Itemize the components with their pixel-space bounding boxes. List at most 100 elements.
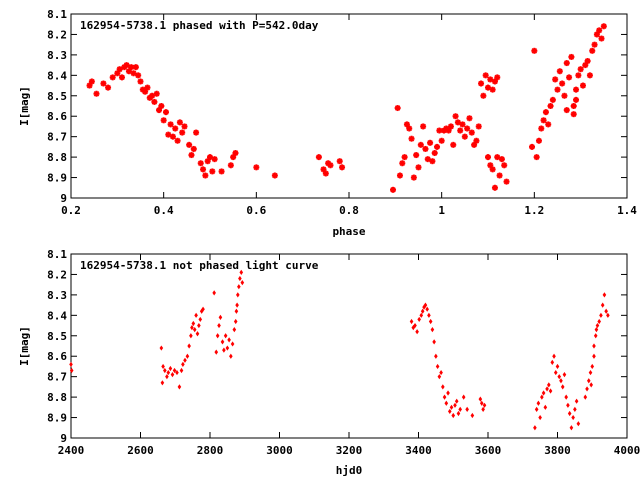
data-point — [434, 353, 438, 359]
data-point — [556, 68, 563, 75]
data-point — [538, 125, 545, 132]
data-point — [195, 331, 200, 337]
data-point — [420, 123, 427, 130]
data-point — [466, 115, 473, 122]
panel-unphased: 162954-5738.1 not phased light curve 8.1… — [18, 248, 640, 477]
data-point — [194, 312, 198, 318]
data-point — [577, 66, 584, 73]
data-point — [235, 302, 239, 308]
y-axis: 8.1 8.2 8.3 8.4 8.5 8.6 8.7 8.8 8.9 9 — [47, 8, 627, 205]
data-point — [88, 78, 95, 85]
data-point — [498, 156, 505, 163]
x-axis: 0.2 0.4 0.6 0.8 1 1.2 1.4 — [61, 14, 637, 217]
data-point — [202, 172, 209, 179]
data-point — [403, 121, 410, 128]
data-point — [574, 398, 579, 404]
data-point — [429, 158, 436, 165]
data-point — [470, 412, 475, 419]
data-point — [480, 92, 487, 99]
data-point — [597, 318, 601, 325]
data-point — [461, 394, 466, 400]
data-point — [315, 154, 322, 161]
data-point — [553, 369, 558, 376]
data-point — [253, 164, 260, 171]
data-point — [209, 168, 216, 175]
data-point — [549, 96, 556, 103]
data-point — [211, 156, 218, 163]
data-points — [69, 269, 610, 431]
data-point — [494, 154, 501, 161]
data-point — [567, 410, 572, 417]
data-point — [583, 394, 588, 400]
data-point — [185, 353, 190, 359]
data-point — [114, 70, 121, 77]
y-tick-label: 8.3 — [47, 49, 67, 62]
data-point — [566, 402, 570, 408]
y-tick-label: 8.4 — [47, 69, 67, 82]
data-point — [562, 372, 567, 378]
data-point — [584, 58, 591, 65]
data-point — [468, 129, 475, 136]
data-point — [557, 374, 562, 380]
data-point — [561, 92, 568, 99]
y-tick-label: 8.9 — [47, 172, 67, 185]
data-point — [441, 384, 445, 390]
data-point — [240, 280, 245, 286]
data-point — [592, 353, 596, 359]
data-point — [198, 316, 203, 323]
y-tick-label: 8.6 — [47, 350, 67, 363]
data-point — [445, 127, 452, 134]
data-point — [413, 322, 417, 329]
data-point — [188, 152, 195, 159]
data-point — [197, 322, 201, 329]
data-point — [591, 41, 598, 48]
data-point — [473, 137, 480, 144]
data-point — [135, 72, 142, 79]
data-point — [229, 353, 233, 359]
data-point — [415, 329, 419, 335]
data-point — [545, 386, 549, 392]
data-point — [69, 361, 73, 367]
data-point — [552, 76, 559, 83]
data-point — [419, 312, 424, 318]
data-point — [459, 121, 466, 128]
data-point — [417, 141, 424, 148]
data-point — [153, 90, 160, 97]
panel-phased: 162954-5738.1 phased with P=542.0day 8.1… — [18, 8, 637, 238]
data-point — [545, 121, 552, 128]
data-point — [220, 339, 225, 345]
data-point — [536, 400, 541, 406]
data-point — [234, 308, 239, 314]
y-tick-label: 9 — [60, 192, 67, 205]
data-point — [179, 367, 184, 374]
data-point — [411, 325, 416, 331]
data-point — [543, 404, 548, 410]
x-tick-label: 2400 — [58, 444, 85, 457]
data-point — [116, 66, 123, 73]
data-point — [485, 84, 491, 91]
data-point — [172, 367, 177, 374]
y-tick-label: 8.5 — [47, 90, 67, 103]
data-point — [457, 127, 464, 134]
data-point — [485, 154, 491, 161]
data-point — [168, 365, 173, 372]
data-point — [218, 314, 223, 320]
data-point — [594, 327, 599, 333]
data-point — [413, 152, 420, 159]
y-tick-label: 8.8 — [47, 151, 67, 164]
data-point — [482, 402, 487, 408]
data-point — [538, 414, 542, 421]
data-point — [394, 105, 401, 112]
data-point — [176, 119, 183, 126]
data-point — [588, 369, 593, 376]
data-point — [156, 107, 163, 114]
data-point — [204, 158, 211, 165]
data-point — [423, 302, 428, 308]
data-point — [160, 117, 167, 124]
data-point — [137, 78, 144, 85]
data-point — [422, 145, 429, 152]
data-point — [187, 343, 191, 349]
data-point — [593, 333, 598, 339]
x-tick-label: 0.6 — [246, 204, 266, 217]
data-point — [454, 119, 461, 126]
